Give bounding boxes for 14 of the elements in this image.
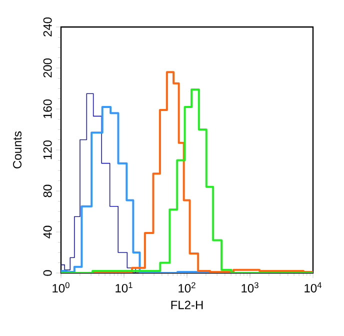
- y-tick-label: 200: [43, 58, 52, 78]
- y-tick-label: 0: [43, 270, 52, 276]
- y-tick-label: 80: [43, 184, 52, 198]
- y-tick-label: 120: [43, 140, 52, 160]
- x-axis-title: FL2-H: [171, 300, 203, 310]
- x-tick-label: 10$^{1}$: [116, 282, 132, 292]
- x-tick-label: 10$^{0}$: [52, 282, 70, 293]
- x-tick-label: 10$^{3}$: [242, 282, 258, 293]
- x-tick-label: 10$^{2}$: [178, 282, 196, 293]
- y-tick-label: 240: [43, 17, 52, 36]
- y-tick-label: 40: [43, 226, 52, 238]
- x-tick-label: 10$^{4}$: [304, 282, 322, 292]
- y-tick-label: 160: [43, 99, 52, 118]
- y-axis-title: Counts: [13, 131, 22, 168]
